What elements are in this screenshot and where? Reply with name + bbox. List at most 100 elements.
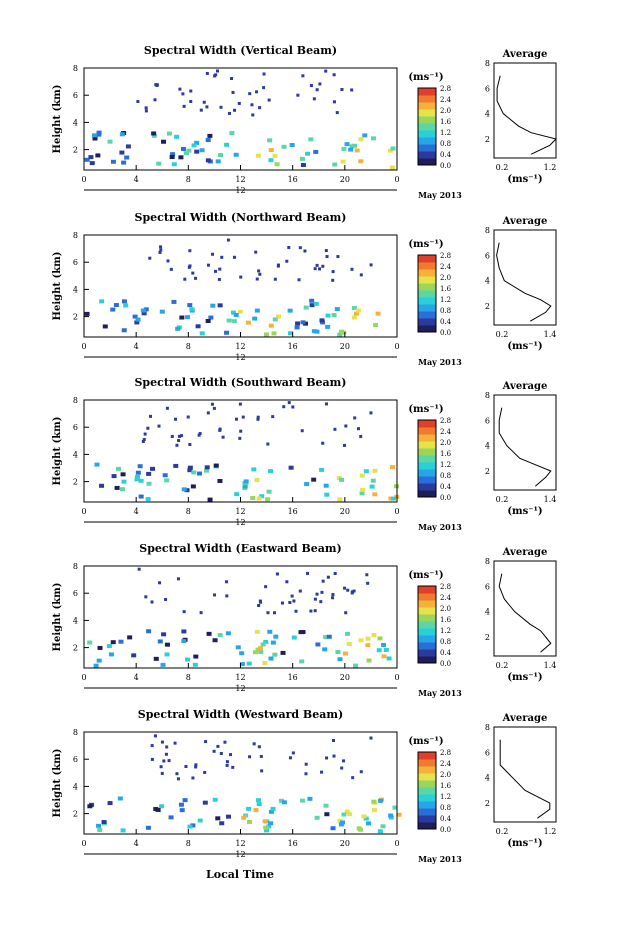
heatmap-cell (344, 424, 348, 428)
colorbar-swatch (418, 158, 436, 166)
heatmap-cell (372, 468, 378, 473)
avg-title: Average (502, 49, 548, 60)
heatmap-cell (266, 489, 272, 494)
heatmap-cell (116, 466, 122, 471)
colorbar-tick-label: 2.0 (440, 107, 451, 115)
heatmap-cell (324, 812, 330, 817)
heatmap-cell (248, 92, 252, 96)
heatmap-cell (294, 609, 298, 613)
heatmap-cell (202, 800, 208, 805)
heatmap-cell (291, 635, 297, 640)
heatmap-cell (263, 639, 269, 644)
heatmap-cell (194, 149, 200, 154)
colorbar-tick-label: 0.8 (440, 638, 451, 646)
avg-x-tick-label: 1.2 (544, 163, 557, 172)
x-tick-label: 0 (394, 839, 399, 848)
x-tick-label: 8 (186, 507, 191, 516)
colorbar-swatch (418, 801, 436, 809)
heatmap-cell (121, 299, 127, 304)
colorbar-tick-label: 2.0 (440, 439, 451, 447)
heatmap-cell (87, 804, 93, 809)
date-marker-label: 12 (235, 850, 245, 859)
heatmap-cell (314, 329, 320, 334)
heatmap-cell (182, 610, 186, 614)
heatmap-cell (335, 650, 341, 655)
colorbar-tick-label: 1.6 (440, 616, 452, 624)
colorbar-swatch (418, 490, 436, 498)
colorbar-tick-label: 2.4 (440, 263, 452, 271)
y-tick-label: 6 (73, 91, 78, 100)
heatmap-cell (195, 324, 201, 329)
heatmap-cell (341, 146, 347, 151)
heatmap-cell (205, 319, 211, 324)
heatmap-cell (205, 71, 209, 75)
heatmap-cell (238, 436, 242, 440)
colorbar-tick-label: 1.2 (440, 627, 451, 635)
colorbar-swatch (418, 427, 436, 435)
colorbar-swatch (418, 269, 436, 277)
y-tick-label: 6 (73, 589, 78, 598)
y-tick-label: 4 (73, 616, 78, 625)
heatmap-cell (184, 488, 190, 493)
heatmap-cell (170, 152, 176, 157)
heatmap-cell (246, 661, 252, 666)
heatmap-cell (270, 640, 276, 645)
x-tick-label: 8 (186, 342, 191, 351)
x-tick-label: 20 (340, 342, 350, 351)
colorbar: 0.0 0.4 0.8 1.2 1.6 2.0 2.4 2.8 (ms⁻¹) (408, 239, 451, 337)
colorbar: 0.0 0.4 0.8 1.2 1.6 2.0 2.4 2.8 (ms⁻¹) (408, 570, 451, 668)
y-tick-label: 2 (73, 478, 78, 487)
heatmap-cell (135, 317, 141, 322)
heatmap-cell (300, 163, 306, 168)
colorbar-swatch (418, 759, 436, 767)
heatmap-cell (365, 636, 371, 641)
heatmap-cell (344, 809, 350, 814)
colorbar-swatch (418, 628, 436, 636)
heatmap-cell (262, 86, 266, 90)
heatmap-cell (359, 273, 363, 277)
heatmap-cell (230, 77, 234, 81)
heatmap-cell (338, 477, 344, 482)
heatmap-cell (321, 441, 325, 445)
heatmap-cell (212, 797, 218, 802)
heatmap-cell (187, 265, 191, 269)
colorbar-tick-label: 1.6 (440, 782, 452, 790)
heatmap-cell (160, 771, 164, 775)
heatmap-cell (304, 772, 308, 776)
heatmap-cell (271, 331, 277, 336)
heatmap-cell (217, 478, 223, 483)
heatmap-cell (292, 599, 296, 603)
heatmap-cell (271, 415, 275, 419)
heatmap-cell (273, 277, 277, 281)
avg-y-tick-label: 6 (485, 416, 490, 425)
heatmap-cell (369, 411, 373, 415)
x-tick-label: 0 (394, 342, 399, 351)
y-tick-label: 2 (73, 644, 78, 653)
heatmap-cell (324, 492, 330, 497)
heatmap-cell (121, 160, 127, 165)
heatmap-cell (140, 308, 146, 313)
heatmap-cell (359, 770, 363, 774)
heatmap-cell (251, 113, 255, 117)
colorbar-tick-label: 2.8 (440, 417, 451, 425)
heatmap-cell (197, 818, 203, 823)
heatmap-cell (102, 324, 108, 329)
heatmap-cell (150, 757, 154, 761)
heatmap-cell (291, 405, 295, 409)
heatmap-cell (168, 815, 174, 820)
panel-title: Spectral Width (Westward Beam) (138, 708, 343, 721)
avg-x-tick-label: 0.2 (496, 661, 509, 670)
heatmap-cell (309, 298, 315, 303)
heatmap-cell (189, 307, 195, 312)
y-axis-label: Height (km) (52, 85, 63, 154)
colorbar-tick-label: 1.2 (440, 296, 451, 304)
x-tick-label: 12 (235, 342, 245, 351)
colorbar-tick-label: 2.4 (440, 428, 452, 436)
colorbar-tick-label: 0.0 (440, 826, 451, 834)
heatmap-cell (345, 631, 351, 636)
heatmap-cell (313, 597, 317, 601)
heatmap-cell (173, 463, 179, 468)
heatmap-cell (150, 466, 156, 471)
heatmap-cell (278, 798, 284, 803)
colorbar-tick-label: 1.2 (440, 461, 451, 469)
